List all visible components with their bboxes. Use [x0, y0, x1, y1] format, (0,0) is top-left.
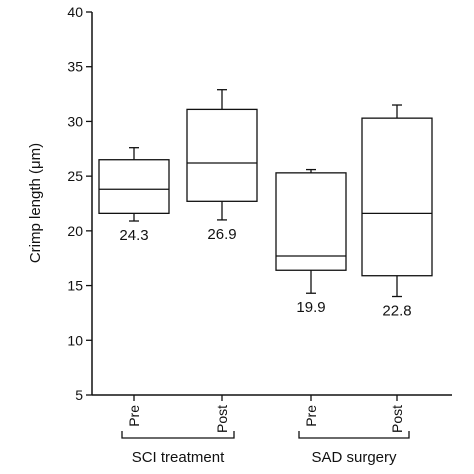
- y-tick-label: 10: [67, 332, 83, 348]
- box-2: 26.9: [186, 89, 258, 243]
- y-tick-label: 15: [67, 278, 83, 294]
- data-label: 22.8: [382, 303, 411, 320]
- box-1: 24.3: [98, 147, 170, 244]
- group-brackets: SCI treatment SAD surgery: [121, 431, 410, 466]
- group-2: SAD surgery: [298, 431, 410, 466]
- group-label: SCI treatment: [132, 449, 225, 466]
- box-rect: [361, 117, 433, 277]
- x-tick-label: Post: [389, 405, 405, 433]
- data-label: 24.3: [119, 227, 148, 244]
- group-label: SAD surgery: [311, 449, 397, 466]
- y-tick-label: 40: [67, 4, 83, 20]
- axes: [91, 12, 452, 396]
- y-tick-label: 5: [75, 387, 83, 403]
- y-tick-label: 35: [67, 59, 83, 75]
- x-ticks: Pre Post Pre Post: [126, 395, 405, 433]
- x-tick-label: Post: [214, 405, 230, 433]
- boxes: 24.3 26.9 19.9 22.8: [98, 89, 433, 320]
- group-bracket: [121, 431, 235, 439]
- box-rect: [275, 172, 347, 271]
- y-tick-label: 20: [67, 223, 83, 239]
- box-4: 22.8: [361, 104, 433, 320]
- box-rect: [186, 108, 258, 202]
- data-label: 26.9: [207, 226, 236, 243]
- x-tick-label: Pre: [303, 405, 319, 427]
- data-label: 19.9: [296, 299, 325, 316]
- box-rect: [98, 159, 170, 214]
- y-tick-label: 25: [67, 168, 83, 184]
- group-bracket: [298, 431, 410, 439]
- box-3: 19.9: [275, 168, 347, 316]
- group-1: SCI treatment: [121, 431, 235, 466]
- y-ticks: 5 10 15 20 25 30 35 40: [67, 4, 92, 403]
- y-tick-label: 30: [67, 113, 83, 129]
- x-tick-label: Pre: [126, 405, 142, 427]
- y-axis-label: Crimp length (μm): [27, 143, 44, 263]
